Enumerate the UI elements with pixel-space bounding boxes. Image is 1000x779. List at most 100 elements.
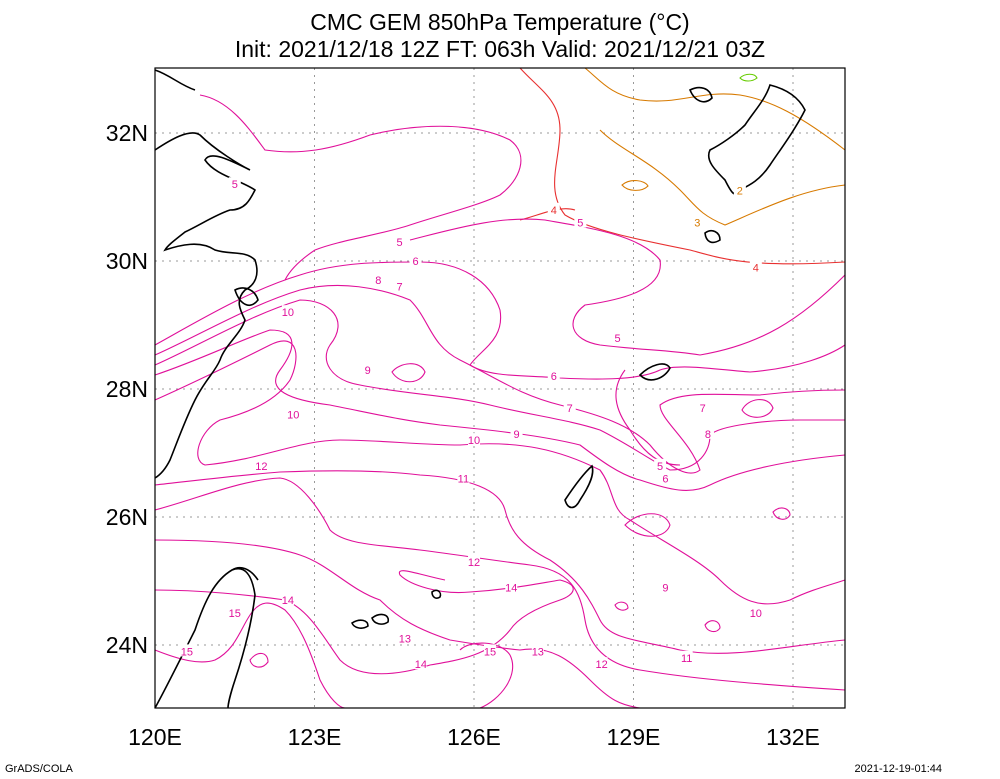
contour-label-bg (398, 631, 411, 644)
yakushima (704, 230, 721, 244)
y-tick-label: 26N (106, 504, 148, 530)
contour-label-bg (563, 401, 576, 414)
contour-ocean-loop-2 (614, 601, 629, 611)
contour-label-bg (510, 426, 523, 439)
contour-label-bg (457, 471, 470, 484)
contour-label: 10 (287, 410, 299, 422)
china-coast-north (154, 69, 196, 91)
contour-label: 8 (705, 429, 711, 441)
contour-label: 5 (577, 218, 583, 230)
contour-10 (154, 340, 846, 605)
contour-5-south (615, 369, 681, 466)
x-tick-label: 120E (128, 724, 182, 750)
contour-label: 7 (700, 403, 706, 415)
contour-2 (584, 67, 846, 151)
china-coast (154, 132, 258, 479)
temperature-contours (154, 67, 846, 709)
contour-label-bg (414, 657, 427, 670)
contour-label-bg (468, 554, 481, 567)
contour-label-bg (749, 606, 762, 618)
contour-label-bg (483, 644, 496, 657)
contour-label: 10 (282, 307, 294, 319)
contour-label-bg (393, 234, 406, 247)
y-tick-label: 28N (106, 376, 148, 402)
contour-3 (599, 129, 846, 226)
contour-label-bg (255, 458, 268, 471)
contour-label: 5 (397, 237, 403, 249)
contour-label-bg (281, 593, 294, 606)
contour-label: 9 (513, 429, 519, 441)
contour-label-bg (701, 426, 714, 439)
contour-6 (154, 261, 846, 380)
contour-label: 14 (505, 582, 517, 594)
contour-label-bg (281, 305, 294, 318)
x-tick-label: 123E (288, 724, 342, 750)
small-island (431, 589, 442, 599)
kyushu-islands (688, 86, 713, 103)
contour-label: 13 (532, 646, 544, 658)
contour-label: 6 (551, 371, 557, 383)
contour-label-bg (654, 458, 667, 471)
contour-label: 5 (615, 333, 621, 345)
contour-label: 7 (397, 282, 403, 294)
contour-label-bg (611, 330, 624, 343)
contour-label-bg (574, 215, 587, 228)
zhoushan (234, 287, 259, 306)
contour-label: 9 (662, 582, 668, 594)
miyako (351, 619, 369, 629)
contour-label-bg (531, 644, 544, 657)
y-tick-label: 32N (106, 120, 148, 146)
contour-14 (154, 570, 574, 675)
amami (638, 363, 671, 381)
contour-label: 6 (412, 256, 418, 268)
contour-10-loop (391, 363, 426, 383)
contour-11-loop (624, 513, 671, 537)
contour-label-bg (595, 657, 608, 670)
contour-label: 3 (694, 218, 700, 230)
contour-label-bg (468, 433, 481, 446)
contour-label: 2 (737, 186, 743, 198)
y-tick-label: 30N (106, 248, 148, 274)
contour-label-bg (228, 606, 241, 618)
coastlines (154, 69, 806, 709)
x-tick-label: 126E (447, 724, 501, 750)
contour-label-bg (228, 177, 241, 190)
contour-label: 5 (232, 179, 238, 191)
contour-label: 12 (468, 557, 480, 569)
contour-12 (154, 477, 846, 691)
contour-9 (154, 329, 846, 491)
contour-11 (154, 470, 846, 654)
contour-label-bg (659, 580, 672, 593)
contour-label-bg (680, 650, 693, 663)
contour-label-bg (393, 279, 406, 292)
okinawa (564, 464, 594, 509)
x-tick-label: 132E (766, 724, 820, 750)
contour-label: 12 (596, 659, 608, 671)
contour-label: 6 (662, 474, 668, 486)
contour-ocean-loop (772, 507, 791, 520)
contour-label-bg (547, 369, 560, 382)
contour-label-bg (547, 202, 560, 215)
contour-label-bg (361, 362, 374, 375)
contour-label: 8 (375, 275, 381, 287)
contour-13 (154, 539, 641, 709)
contour-15-loop-2 (249, 652, 269, 668)
contour-label: 15 (229, 608, 241, 620)
contour-label: 13 (399, 634, 411, 646)
contour-5-northwest (199, 94, 522, 281)
contour-10-loop-2 (741, 399, 774, 418)
contour-ocean-loop-3 (704, 620, 721, 633)
contour-8 (154, 299, 845, 471)
contour-label: 11 (681, 653, 692, 665)
contour-label-bg (696, 401, 709, 414)
contour-label: 14 (415, 659, 427, 671)
contour-label-bg (733, 183, 746, 196)
footer-credit: GrADS/COLA (5, 763, 73, 775)
contour-15 (154, 602, 346, 709)
contour-label: 10 (468, 435, 480, 447)
x-tick-label: 129E (607, 724, 661, 750)
map-subtitle: Init: 2021/12/18 12Z FT: 063h Valid: 202… (234, 36, 766, 62)
contour-label-bg (180, 644, 193, 657)
footer-timestamp: 2021-12-19-01:44 (854, 763, 942, 775)
